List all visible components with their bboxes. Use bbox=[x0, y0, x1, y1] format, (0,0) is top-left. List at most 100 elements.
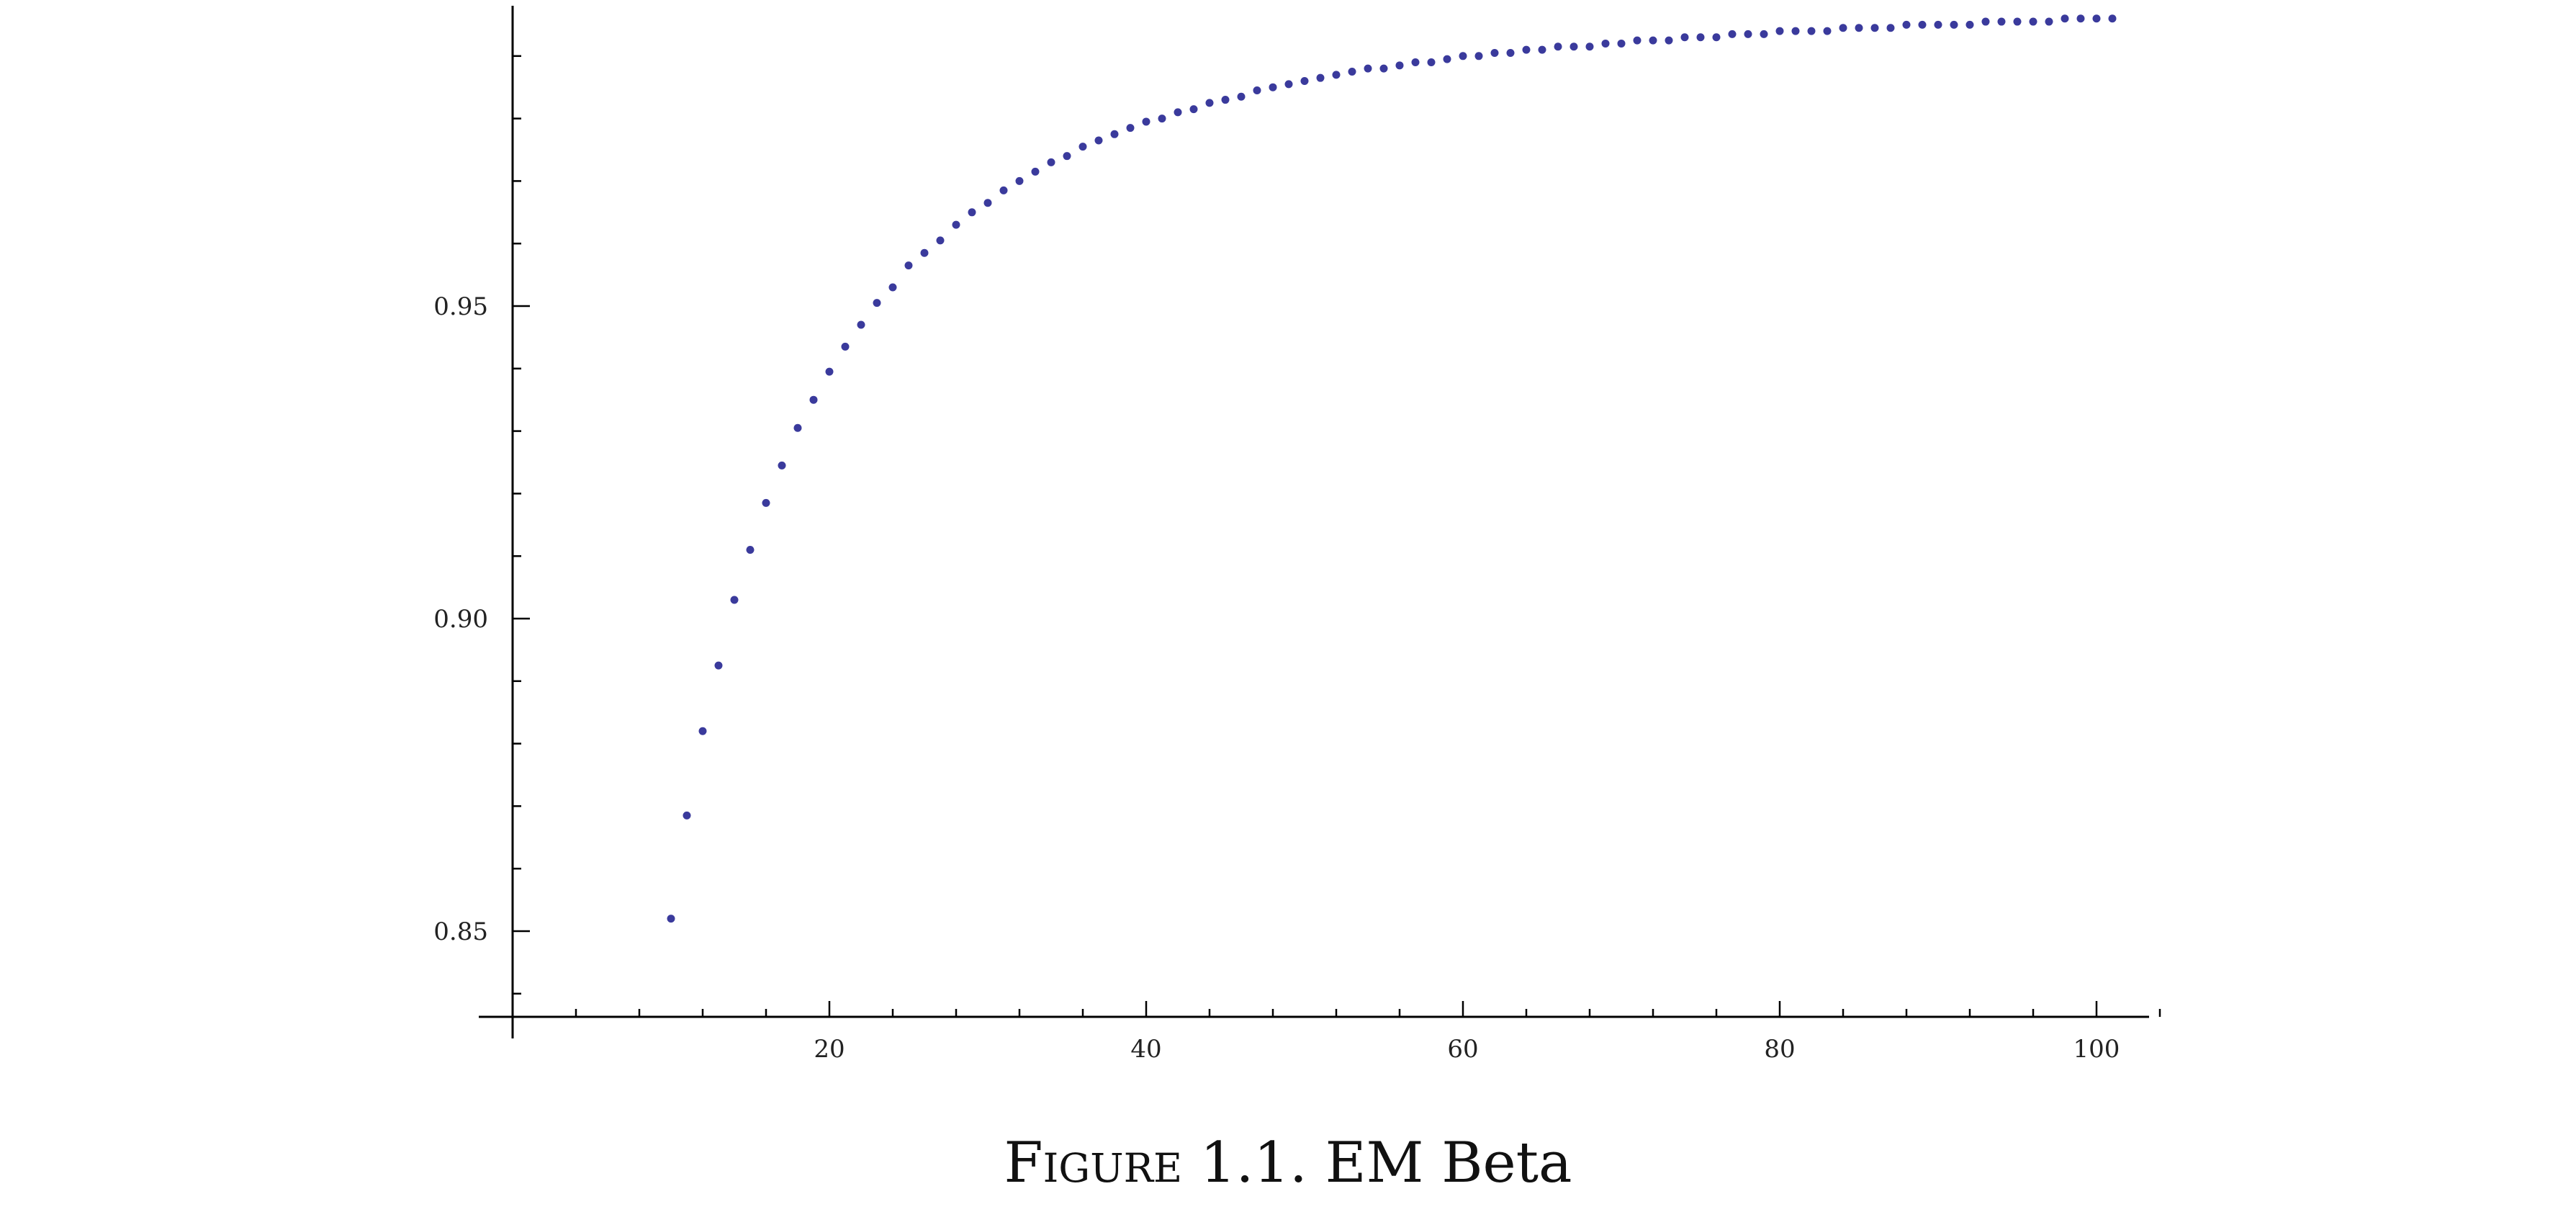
data-point bbox=[2013, 17, 2022, 26]
data-point bbox=[999, 186, 1008, 194]
data-point bbox=[1015, 176, 1024, 185]
data-point bbox=[1617, 39, 1626, 48]
data-point bbox=[2061, 14, 2069, 23]
figure-label-prefix: Figure bbox=[1004, 1131, 1183, 1195]
data-point bbox=[2029, 17, 2037, 26]
data-point bbox=[1680, 33, 1689, 42]
data-point bbox=[904, 261, 913, 270]
data-point bbox=[1094, 136, 1103, 145]
data-point bbox=[698, 727, 707, 735]
data-point bbox=[762, 498, 770, 507]
data-point bbox=[1965, 20, 1974, 29]
data-point bbox=[683, 811, 691, 820]
data-point bbox=[1205, 99, 1214, 107]
data-point bbox=[1823, 27, 1832, 35]
data-point bbox=[1332, 71, 1341, 79]
y-tick-label: 0.85 bbox=[433, 917, 488, 946]
data-point bbox=[1538, 45, 1546, 54]
data-point bbox=[1474, 52, 1483, 60]
data-point bbox=[952, 220, 960, 229]
data-point bbox=[1554, 42, 1562, 51]
data-point bbox=[1253, 86, 1261, 95]
x-tick-label: 60 bbox=[1447, 1035, 1478, 1064]
data-point bbox=[1047, 158, 1055, 166]
data-point bbox=[1364, 64, 1372, 73]
data-point bbox=[1427, 58, 1436, 66]
data-point bbox=[2108, 14, 2117, 23]
data-point bbox=[841, 342, 850, 351]
data-point bbox=[2092, 14, 2101, 23]
data-point bbox=[1063, 152, 1071, 161]
data-point bbox=[1981, 17, 1990, 26]
axes bbox=[479, 6, 2149, 1038]
figure-caption: Figure 1.1. EM Beta bbox=[0, 1131, 2576, 1195]
figure-title: EM Beta bbox=[1325, 1131, 1572, 1195]
data-point bbox=[1633, 36, 1641, 45]
data-point bbox=[1886, 24, 1895, 32]
data-point bbox=[1411, 58, 1420, 66]
data-point bbox=[746, 546, 755, 555]
y-tick-label: 0.90 bbox=[433, 605, 488, 634]
data-point bbox=[888, 283, 897, 292]
data-point bbox=[730, 596, 739, 604]
data-point bbox=[793, 423, 802, 432]
data-point bbox=[1174, 108, 1182, 117]
data-point bbox=[2045, 17, 2053, 26]
scatter-chart: 20 40 60 80 100 0.85 0.90 0.95 bbox=[433, 6, 2161, 1064]
x-tick-label: 20 bbox=[814, 1035, 845, 1064]
data-point bbox=[1158, 115, 1166, 123]
data-point bbox=[857, 320, 865, 329]
x-tick-label: 100 bbox=[2073, 1035, 2120, 1064]
data-point bbox=[1221, 96, 1230, 104]
data-point bbox=[1348, 68, 1356, 76]
data-point bbox=[1807, 27, 1816, 35]
data-point bbox=[1791, 27, 1800, 35]
data-point bbox=[1237, 92, 1246, 101]
data-point bbox=[1490, 48, 1499, 57]
data-point bbox=[1918, 20, 1927, 29]
data-point bbox=[873, 299, 881, 308]
data-point bbox=[809, 395, 818, 404]
data-point bbox=[1379, 64, 1388, 73]
data-point bbox=[667, 915, 675, 923]
data-point bbox=[1601, 39, 1610, 48]
data-point bbox=[1522, 45, 1531, 54]
data-point bbox=[1997, 17, 2006, 26]
data-point bbox=[1078, 143, 1087, 151]
data-point bbox=[1126, 124, 1135, 133]
x-tick-label: 80 bbox=[1764, 1035, 1795, 1064]
data-point bbox=[1775, 27, 1784, 35]
data-point bbox=[1950, 20, 1958, 29]
data-point bbox=[1870, 24, 1879, 32]
data-point bbox=[1316, 73, 1325, 82]
x-tick-label: 40 bbox=[1130, 1035, 1161, 1064]
data-point bbox=[778, 461, 786, 470]
data-point bbox=[1570, 42, 1578, 51]
data-point bbox=[1142, 117, 1150, 126]
data-point bbox=[2076, 14, 2085, 23]
data-point bbox=[1744, 30, 1752, 38]
data-point bbox=[1269, 83, 1277, 91]
figure-label-number: 1.1. bbox=[1199, 1131, 1307, 1195]
data-point bbox=[1585, 42, 1594, 51]
data-point bbox=[983, 199, 992, 207]
data-point bbox=[825, 367, 834, 376]
data-point bbox=[1395, 61, 1404, 70]
data-point bbox=[1855, 24, 1863, 32]
data-point bbox=[1189, 105, 1198, 114]
data-point bbox=[1728, 30, 1737, 38]
tick-labels: 20 40 60 80 100 0.85 0.90 0.95 bbox=[433, 292, 2120, 1064]
data-point bbox=[1110, 130, 1119, 138]
data-point bbox=[1760, 30, 1768, 38]
data-point bbox=[1443, 55, 1451, 63]
data-point bbox=[1284, 80, 1293, 89]
data-point bbox=[714, 661, 723, 670]
data-point bbox=[1649, 36, 1657, 45]
data-point bbox=[920, 248, 929, 257]
axis-ticks bbox=[513, 55, 2161, 1017]
data-point bbox=[1031, 167, 1040, 176]
data-point bbox=[1300, 77, 1309, 86]
data-point bbox=[1839, 24, 1847, 32]
data-point bbox=[936, 236, 945, 245]
y-tick-label: 0.95 bbox=[433, 292, 488, 321]
